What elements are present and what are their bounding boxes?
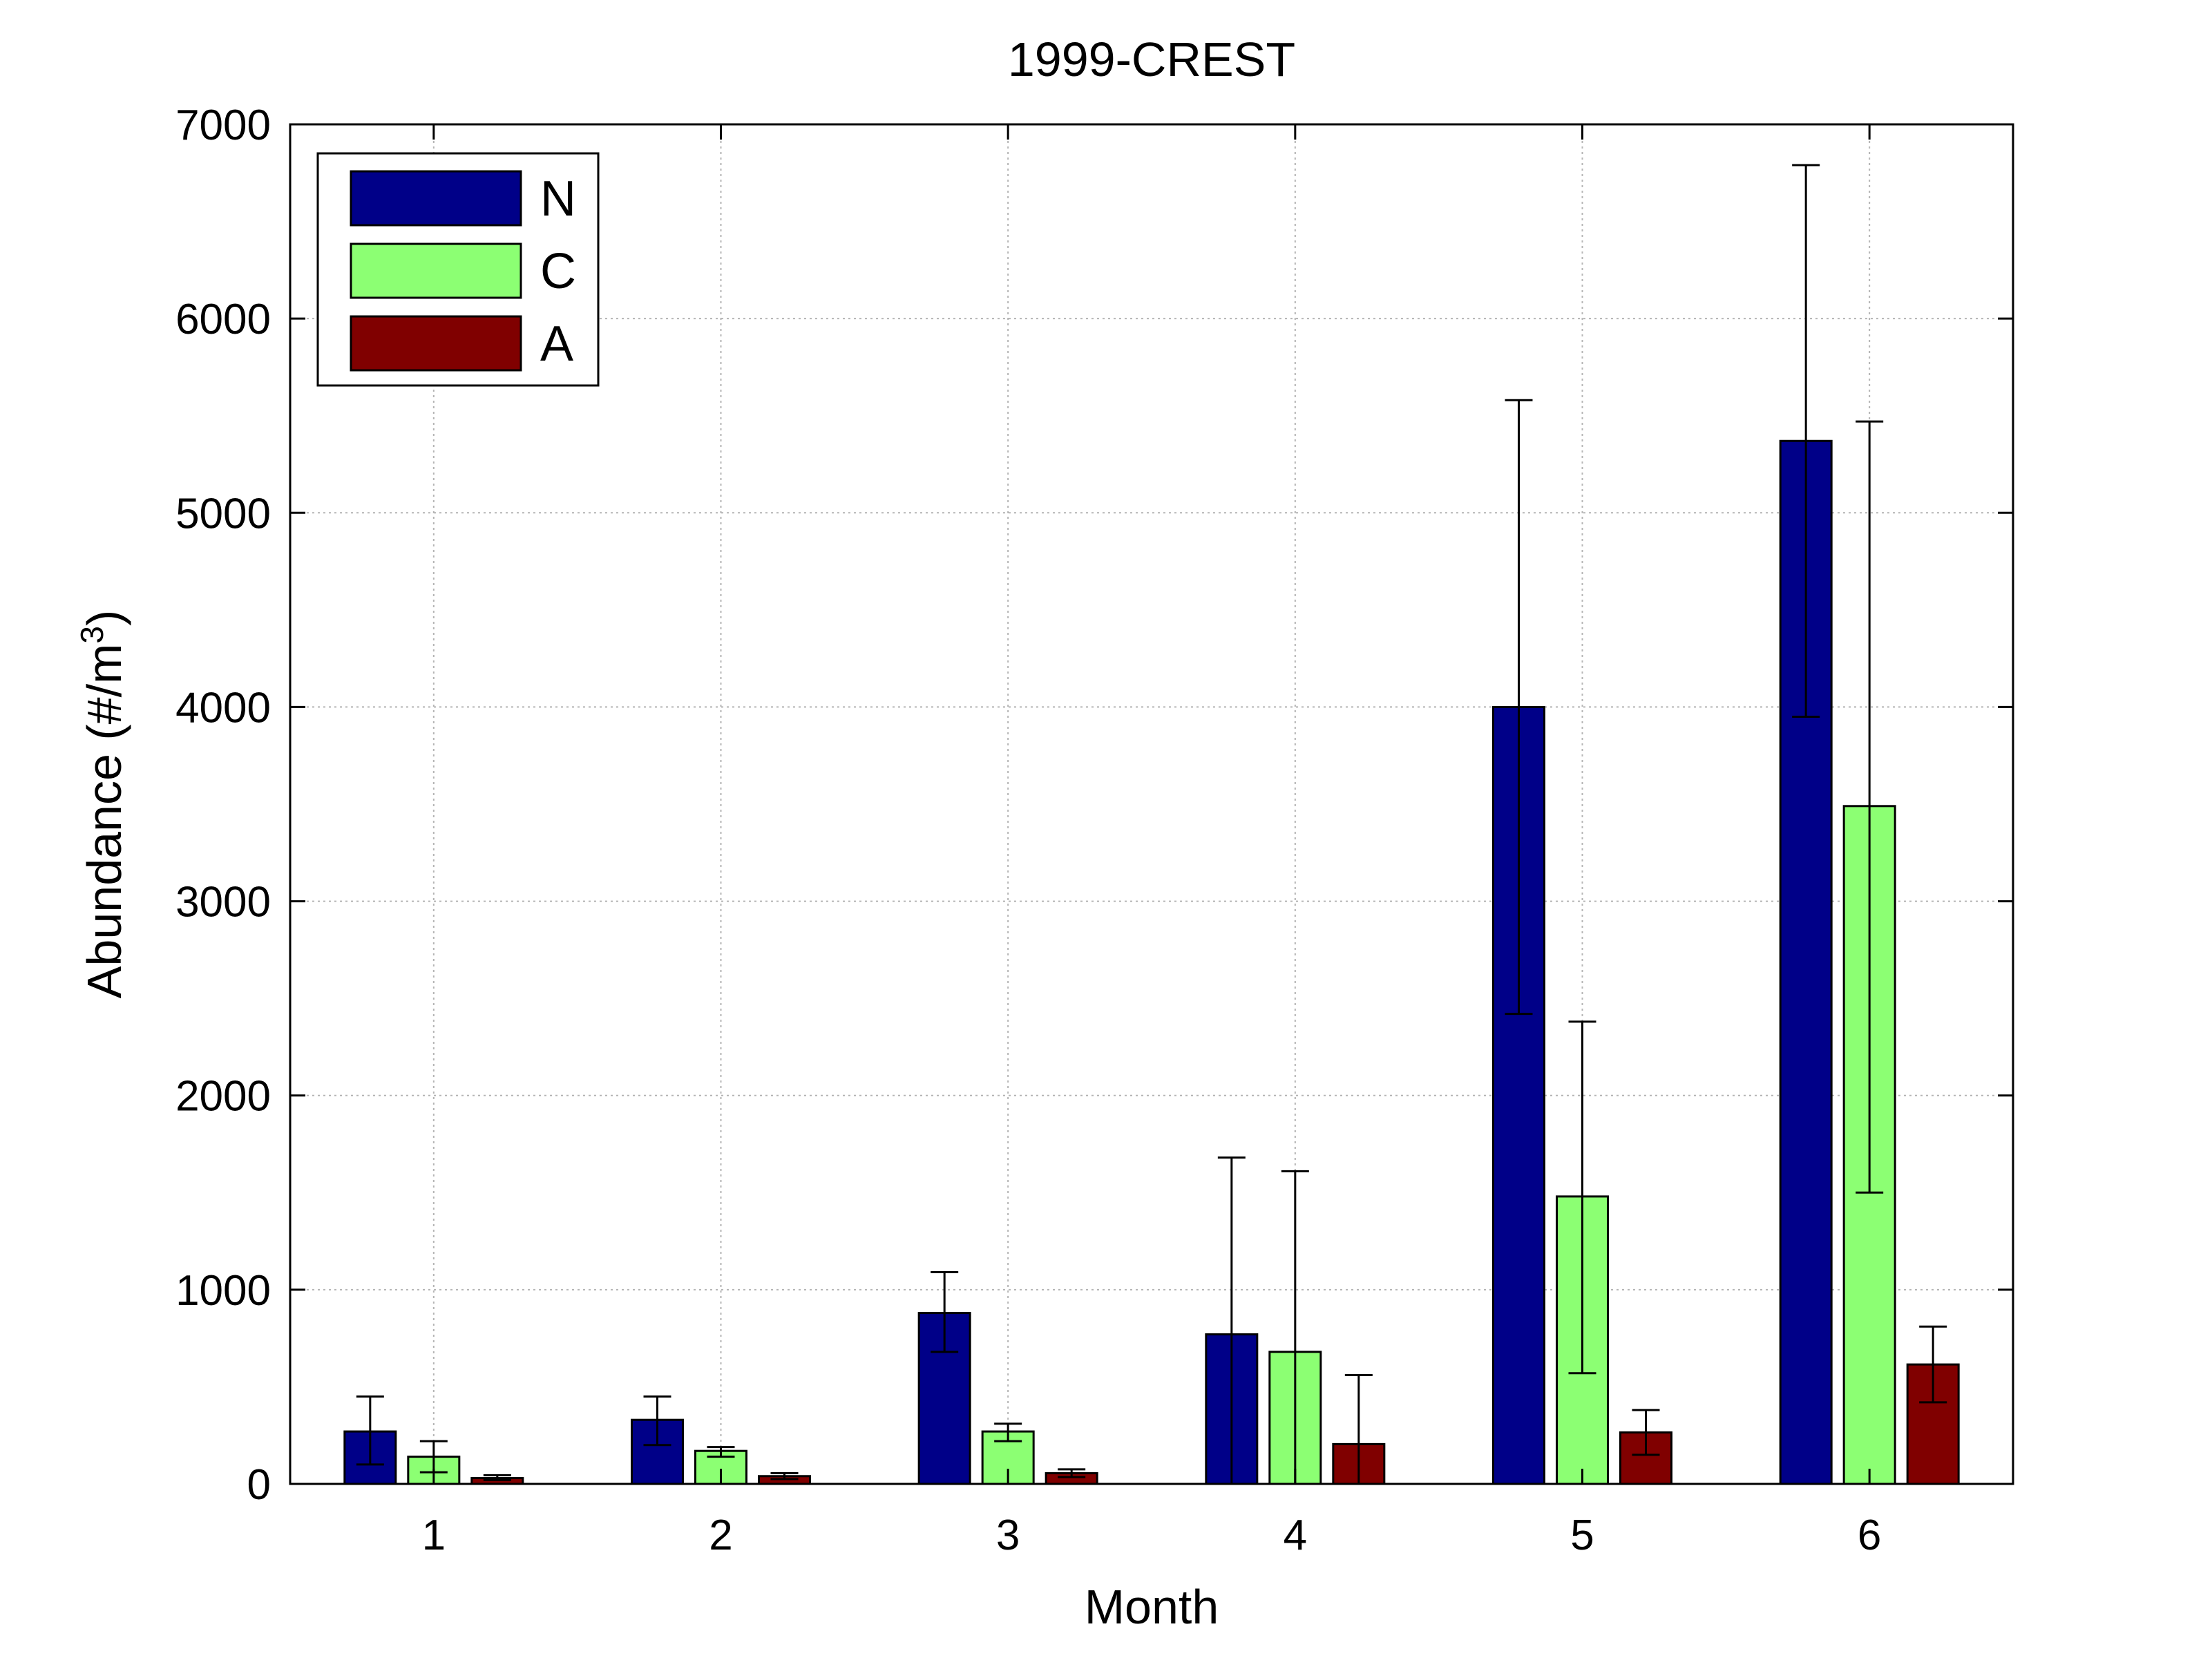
x-tick-label: 1 xyxy=(422,1512,446,1559)
y-tick-label: 4000 xyxy=(175,684,271,732)
x-tick-label: 2 xyxy=(709,1512,732,1559)
legend: NCA xyxy=(316,152,600,387)
y-tick-label: 1000 xyxy=(175,1267,271,1315)
legend-label-A: A xyxy=(540,316,573,372)
x-tick-label: 6 xyxy=(1858,1512,1881,1559)
plot-frame xyxy=(289,123,2014,1485)
legend-swatch-C xyxy=(350,242,522,299)
x-tick-label: 3 xyxy=(996,1512,1020,1559)
y-tick-label: 2000 xyxy=(175,1073,271,1121)
y-axis-title-suffix: ) xyxy=(77,610,131,626)
x-tick-label: 4 xyxy=(1284,1512,1307,1559)
chart-title: 1999-CREST xyxy=(1008,32,1295,86)
error-bars-group xyxy=(356,164,1947,1485)
x-tick-label: 5 xyxy=(1570,1512,1594,1559)
y-tick-label: 7000 xyxy=(175,102,271,149)
legend-label-C: C xyxy=(540,244,576,299)
x-axis-title: Month xyxy=(1085,1580,1219,1634)
legend-label-N: N xyxy=(540,171,576,227)
y-axis-title-main: Abundance (#/m xyxy=(77,644,131,999)
bar-A-5 xyxy=(1619,1431,1672,1485)
x-axis-ticks: 1 2 3 4 5 6 xyxy=(422,124,1881,1559)
y-tick-label: 0 xyxy=(247,1461,271,1509)
y-axis-title: Abundance (#/m3) xyxy=(74,610,131,999)
y-axis-ticks: 0 1000 2000 3000 4000 5000 6000 7000 xyxy=(175,102,2013,1509)
legend-swatch-N xyxy=(350,170,522,227)
legend-swatch-A xyxy=(350,315,522,372)
y-tick-label: 3000 xyxy=(175,879,271,926)
y-tick-label: 5000 xyxy=(175,490,271,537)
y-tick-label: 6000 xyxy=(175,296,271,343)
y-axis-title-superscript: 3 xyxy=(74,626,110,644)
